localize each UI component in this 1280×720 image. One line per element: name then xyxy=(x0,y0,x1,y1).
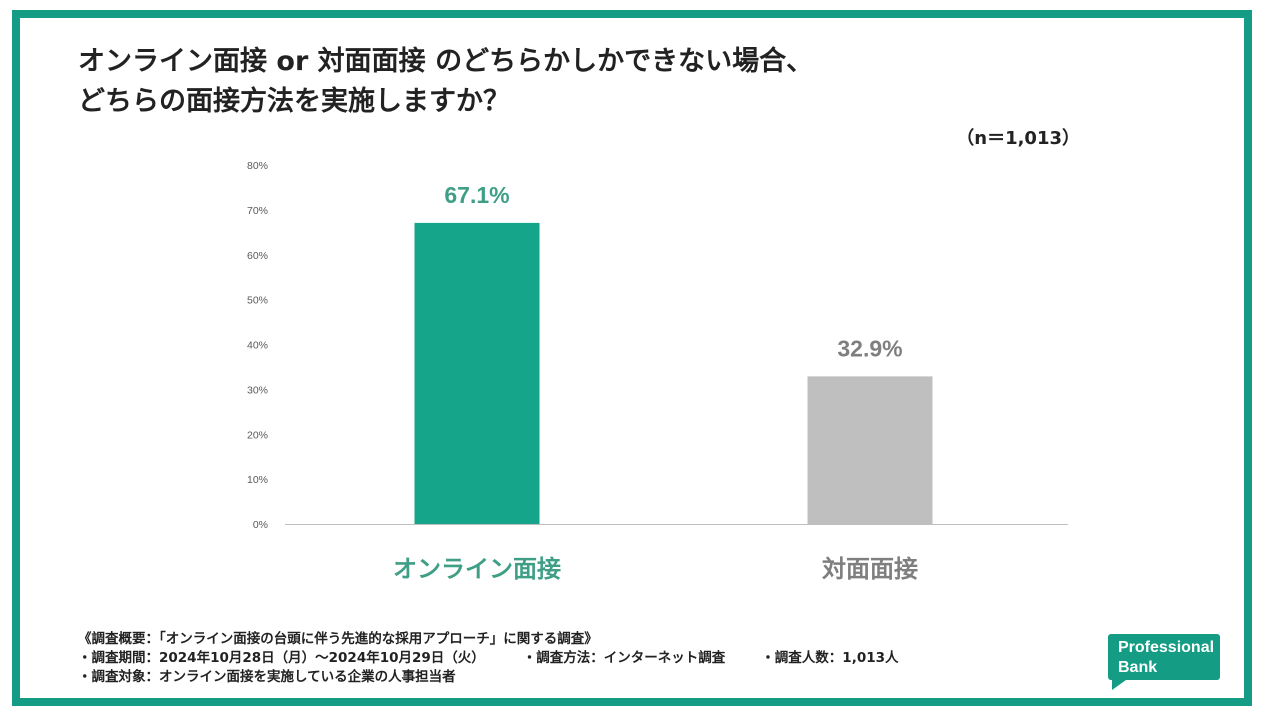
sample-size: （n＝1,013） xyxy=(956,128,1080,149)
y-tick-label: 80% xyxy=(247,160,268,172)
notes-line-1: 《調査概要：「オンライン面接の台頭に伴う先進的な採用アプローチ」に関する調査》 xyxy=(78,631,598,647)
y-tick-label: 60% xyxy=(247,250,268,262)
notes-count: ・調査人数：1,013人 xyxy=(761,650,899,666)
data-label-2: 32.9% xyxy=(837,335,902,361)
logo-text-line2: Bank xyxy=(1118,659,1157,676)
title-line-2: どちらの面接方法を実施しますか？ xyxy=(78,86,510,117)
notes-line-3: ・調査対象：オンライン面接を実施している企業の人事担当者 xyxy=(78,669,456,685)
y-tick-label: 50% xyxy=(247,295,268,307)
notes-method: ・調査方法：インターネット調査 xyxy=(522,650,726,666)
notes-line-2: ・調査期間：2024年10月28日（月）～2024年10月29日（火） ・調査方法… xyxy=(78,649,899,668)
y-tick-label: 30% xyxy=(247,384,268,396)
chart-title: オンライン面接 or 対面面接 のどちらかしかできない場合、 どちらの面接方法を… xyxy=(78,42,813,122)
survey-notes: 《調査概要：「オンライン面接の台頭に伴う先進的な採用アプローチ」に関する調査》 … xyxy=(78,630,899,687)
y-tick-label: 70% xyxy=(247,205,268,217)
bar-1 xyxy=(414,222,540,525)
y-tick-label: 20% xyxy=(247,429,268,441)
notes-period: ・調査期間：2024年10月28日（月）～2024年10月29日（火） xyxy=(78,650,485,666)
y-tick-label: 10% xyxy=(247,474,268,486)
bar-2 xyxy=(807,376,933,524)
y-tick-label: 0% xyxy=(253,519,268,531)
professional-bank-logo: Professional Bank xyxy=(1108,634,1220,690)
logo-text-line1: Professional xyxy=(1118,639,1214,656)
category-label-1: オンライン面接 xyxy=(393,555,561,583)
category-label-2: 対面面接 xyxy=(822,555,918,583)
slide-frame xyxy=(12,10,1252,706)
y-tick-label: 40% xyxy=(247,340,268,352)
title-line-1: オンライン面接 or 対面面接 のどちらかしかできない場合、 xyxy=(78,46,814,77)
data-label-1: 67.1% xyxy=(444,182,509,208)
